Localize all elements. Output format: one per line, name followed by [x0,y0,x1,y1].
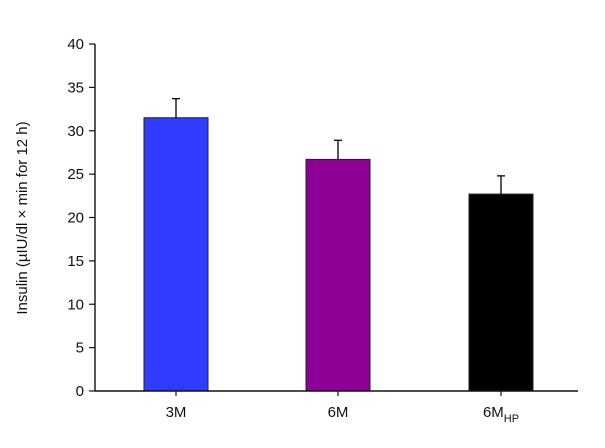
y-tick-label: 0 [76,383,84,400]
y-tick-label: 30 [67,123,84,140]
y-tick-label: 15 [67,253,84,270]
x-tick-label: 6MHP [483,404,519,425]
y-axis: 0 5 10 15 20 25 30 35 40 [67,36,96,400]
x-tick-label-main: 6M [483,404,504,421]
y-tick-label: 10 [67,296,84,313]
y-tick-label: 40 [67,36,84,53]
x-tick-label-subscript: HP [504,413,519,425]
y-tick-label: 35 [67,79,84,96]
bar-6m [305,158,371,392]
bars [143,97,534,392]
bar-3m [143,117,209,392]
x-tick-label: 3M [166,404,187,421]
bar-6m-hp [468,193,534,392]
x-tick-label-main: 3M [166,404,187,421]
x-tick-label-main: 6M [328,404,349,421]
x-tick-label: 6M [328,404,349,421]
x-axis: 3M 6M 6MHP [95,390,578,425]
y-axis-title: Insulin (µIU/dl × min for 12 h) [14,121,31,314]
y-tick-label: 5 [76,340,84,357]
y-tick-label: 25 [67,166,84,183]
y-tick-label: 20 [67,210,84,227]
